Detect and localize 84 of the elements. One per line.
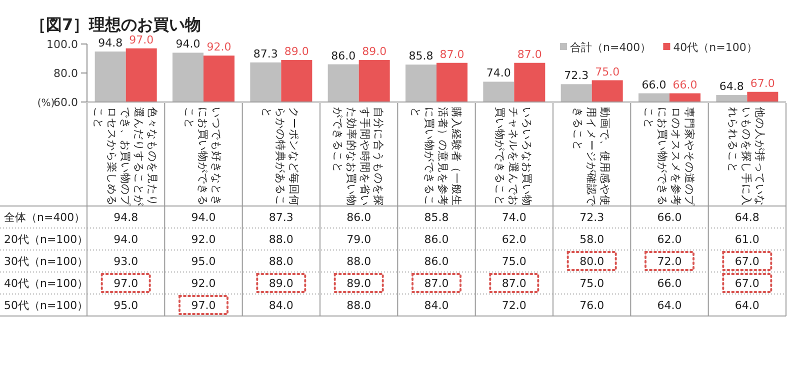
x-tick-label: 色々なものを見たり選んだりすることができ、お買い物のプロセスから楽しめること [92, 107, 158, 207]
data-label: 94.0 [191, 211, 216, 224]
data-label: 94.8 [114, 211, 138, 224]
legend-label: 40代（n=100） [673, 41, 758, 54]
data-label: 97.0 [114, 277, 138, 290]
data-label: 97.0 [129, 33, 154, 46]
data-label: 97.0 [191, 299, 216, 312]
data-label: 58.0 [580, 233, 604, 246]
data-label: 62.0 [502, 233, 526, 246]
data-label: 67.0 [734, 255, 760, 268]
data-label: 75.0 [595, 65, 620, 78]
x-tick-label: いろいろなお買い物チャネルを選んでお買い物ができること [494, 107, 533, 206]
data-label: 61.0 [734, 233, 760, 246]
data-label: 64.0 [734, 299, 760, 312]
chart-title: ［図7］理想のお買い物 [30, 15, 202, 34]
data-label: 89.0 [362, 44, 387, 58]
data-label: 88.0 [346, 299, 372, 312]
data-label: 89.0 [346, 277, 372, 290]
y-tick-label: 40代（n=100） [4, 277, 88, 290]
x-tick-label: 購入経験者（一般生活者）の意見を参考に買い物ができること [409, 107, 463, 206]
data-label: 64.8 [719, 80, 744, 94]
data-label: 79.0 [346, 233, 372, 246]
x-tick-label: いつでも好きなときにお買い物ができること [183, 107, 222, 206]
data-label: 86.0 [424, 233, 449, 246]
data-label: 66.0 [657, 211, 682, 224]
data-label: 72.3 [564, 69, 589, 82]
data-label: 66.0 [657, 277, 682, 290]
data-label: 64.0 [657, 299, 682, 312]
data-label: 75.0 [580, 277, 604, 290]
data-label: 84.0 [424, 299, 449, 312]
data-label: 89.0 [284, 44, 309, 58]
data-label: 87.3 [253, 47, 278, 60]
data-label: 86.0 [424, 255, 449, 268]
data-label: 87.3 [268, 211, 294, 224]
data-label: 74.0 [486, 66, 511, 80]
x-tick-label: 動画で、使用感や使用イメージが確認できること [571, 107, 612, 207]
data-label: 62.0 [657, 233, 682, 246]
data-label: 72.0 [502, 299, 526, 312]
data-label: 94.0 [114, 233, 138, 246]
data-label: 88.0 [346, 255, 372, 268]
y-tick-label: 30代（n=100） [4, 255, 88, 268]
data-label: 75.0 [502, 255, 526, 268]
data-label: 88.0 [268, 255, 294, 268]
data-label: 92.0 [206, 40, 232, 54]
data-label: 88.0 [268, 233, 294, 246]
x-tick-label: 自分に合うものを探す手間や時間を省いた効率的なお買い物ができること [332, 107, 386, 206]
data-label: 87.0 [440, 48, 464, 61]
data-label: 89.0 [268, 277, 294, 290]
data-label: 76.0 [580, 299, 604, 312]
y-tick-label: 50代（n=100） [4, 299, 88, 312]
y-tick-label: 全体（n=400） [4, 211, 86, 224]
data-label: 67.0 [750, 76, 775, 90]
y-tick-label: 20代（n=100） [4, 233, 88, 246]
data-label: 86.0 [331, 49, 356, 62]
data-label: 94.8 [98, 36, 123, 50]
data-label: 66.0 [672, 78, 698, 92]
y-tick-label: 80.0 [54, 67, 78, 80]
data-label: 92.0 [191, 277, 216, 290]
data-label: 85.8 [424, 211, 449, 224]
data-label: 66.0 [642, 78, 666, 92]
y-tick-label: 100.0 [46, 38, 78, 51]
data-label: 64.8 [734, 211, 760, 224]
data-label: 87.0 [517, 48, 542, 61]
y-axis-title: (%) [37, 98, 55, 109]
data-label: 85.8 [408, 50, 434, 63]
data-label: 95.0 [114, 299, 138, 312]
data-label: 72.0 [657, 255, 682, 268]
y-tick-label: 60.0 [54, 96, 78, 109]
data-label: 72.3 [580, 211, 604, 224]
data-label: 84.0 [268, 299, 294, 312]
data-label: 93.0 [114, 255, 138, 268]
data-label: 80.0 [580, 255, 604, 268]
legend-label: 合計（n=400） [570, 41, 652, 54]
data-label: 67.0 [734, 277, 760, 290]
data-label: 87.0 [424, 277, 449, 290]
data-label: 92.0 [191, 233, 216, 246]
x-tick-label: クーポンなど毎回何らかの特典があること [260, 107, 300, 206]
data-label: 74.0 [502, 211, 526, 224]
data-label: 86.0 [346, 211, 372, 224]
data-label: 94.0 [176, 38, 200, 51]
data-label: 95.0 [191, 255, 216, 268]
data-label: 87.0 [502, 277, 526, 290]
x-tick-label: 他の人が持っていないものを探し手に入れられること [726, 107, 766, 206]
x-tick-label: 専門家やその道のプロのオススメを参考にお買い物ができること [642, 107, 696, 207]
